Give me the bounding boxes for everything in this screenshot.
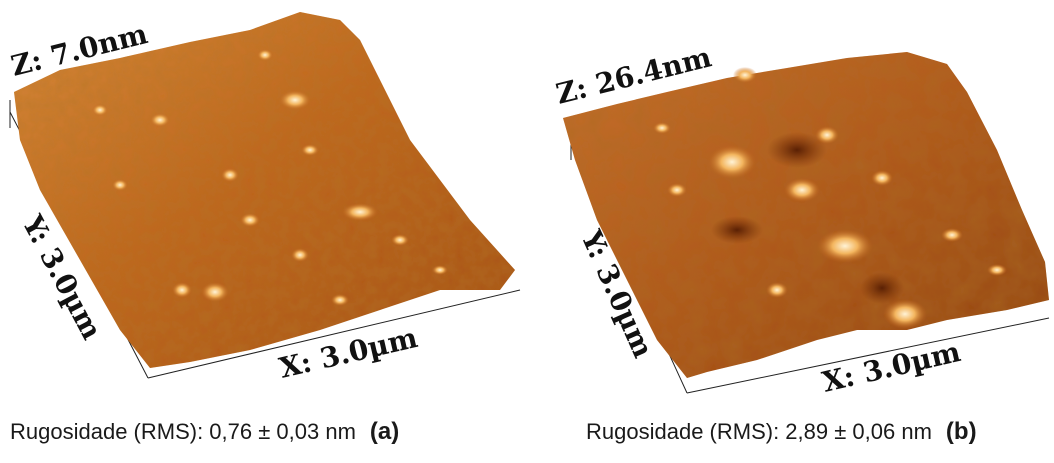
box-edge-bottom <box>686 317 1050 394</box>
afm-panel-b: Z: 26.4nm Y: 3.0µm X: 3.0µm <box>527 0 1054 400</box>
box-edge-bottom <box>147 289 521 379</box>
afm-surface-b: Z: 26.4nm Y: 3.0µm X: 3.0µm <box>553 40 1050 399</box>
surface-peaks-a <box>92 49 448 306</box>
caption-a: Rugosidade (RMS): 0,76 ± 0,03 nm (a) <box>10 418 399 446</box>
afm-panel-a: Z: 7.0nm Y: 3.0µm X: 3.0µm <box>0 0 527 400</box>
x-axis-label: X: 3.0µm <box>819 335 963 399</box>
afm-surface-a: Z: 7.0nm Y: 3.0µm X: 3.0µm <box>8 12 521 385</box>
surface-texture-a <box>14 12 515 368</box>
panel-tag-a: (a) <box>369 418 400 445</box>
surface-texture-b <box>563 52 1049 378</box>
surface-pits-b <box>711 132 904 304</box>
caption-b: Rugosidade (RMS): 2,89 ± 0,06 nm (b) <box>586 418 977 446</box>
roughness-text-a: Rugosidade (RMS): 0,76 ± 0,03 nm <box>10 419 356 444</box>
roughness-text-b: Rugosidade (RMS): 2,89 ± 0,06 nm <box>586 419 932 444</box>
surface-peaks-b <box>653 67 1007 329</box>
panel-tag-b: (b) <box>945 418 977 445</box>
